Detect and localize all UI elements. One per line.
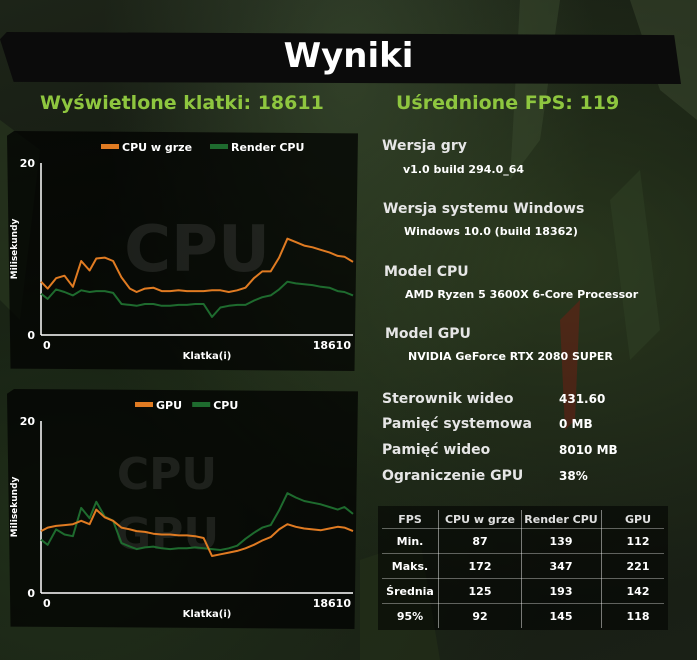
x-axis-label: Klatka(i) [183, 609, 232, 620]
windows-version-label: Wersja systemu Windows [383, 201, 585, 217]
x-axis-label: Klatka(i) [183, 351, 232, 362]
average-fps-stat: Uśrednione FPS: 119 [396, 92, 620, 114]
table-cell: 142 [626, 585, 650, 598]
table-cell: 347 [549, 560, 573, 573]
table-header: Render CPU [524, 513, 598, 526]
table-row-label: Średnia [386, 585, 434, 598]
chart-legend: GPU CPU [135, 399, 238, 412]
gpu-chart-panel: GPU CPU CPU GPU 20 0 0 18610 Klatka(i) Milisekund… [7, 389, 358, 629]
y-tick-label: 20 [20, 415, 36, 428]
table-cell: 125 [468, 585, 492, 598]
title-bar [0, 32, 681, 84]
fps-table [378, 506, 668, 630]
video-driver-label: Sterownik wideo [382, 391, 514, 407]
table-header: FPS [398, 513, 422, 526]
table-row-label: Maks. [391, 560, 429, 573]
chart-legend: CPU w grze Render CPU [101, 141, 304, 154]
legend-swatch [192, 402, 211, 407]
x-tick-label: 18610 [313, 339, 352, 352]
legend-label: Render CPU [231, 141, 304, 154]
video-memory-label: Pamięć wideo [382, 442, 491, 458]
table-cell: 221 [626, 560, 650, 573]
y-axis-label: Milisekundy [10, 218, 20, 279]
legend-swatch [210, 144, 228, 149]
table-cell: 118 [626, 610, 650, 623]
gpu-model-value: NVIDIA GeForce RTX 2080 SUPER [408, 350, 613, 363]
page-title: Wyniki [283, 36, 414, 76]
gpu-bound-label: Ograniczenie GPU [382, 468, 524, 484]
table-divider [382, 603, 664, 604]
table-row-label: Min. [396, 535, 424, 548]
table-cell: 193 [549, 585, 573, 598]
series-line-gpu [40, 508, 354, 557]
legend-label: CPU w grze [122, 141, 192, 154]
frames-rendered-stat: Wyświetlone klatki: 18611 [40, 92, 324, 114]
legend-swatch [135, 402, 153, 407]
series-line-cpu-w-grze [40, 237, 354, 293]
series-line-render-cpu [40, 280, 354, 318]
table-cell: 87 [472, 535, 488, 548]
table-divider [601, 510, 602, 628]
chart-watermark: CPU [117, 449, 217, 500]
cpu-chart-panel: CPU w grze Render CPU CPU 20 0 0 18610 Klatka(i… [7, 131, 358, 371]
y-tick-label: 20 [20, 157, 36, 170]
table-cell: 172 [468, 560, 492, 573]
table-cell: 145 [549, 610, 573, 623]
table-row-label: 95% [396, 610, 424, 623]
table-cell: 112 [626, 535, 650, 548]
game-version-value: v1.0 build 294.0_64 [403, 163, 525, 176]
gpu-bound-value: 38% [559, 469, 588, 483]
video-memory-value: 8010 MB [559, 443, 618, 457]
table-header: GPU [624, 513, 652, 526]
table-divider [382, 553, 664, 554]
y-tick-label: 0 [27, 329, 35, 342]
series-line-cpu [40, 492, 354, 551]
table-divider [382, 578, 664, 579]
windows-version-value: Windows 10.0 (build 18362) [404, 225, 578, 238]
x-tick-label: 18610 [313, 597, 352, 610]
y-tick-label: 0 [27, 587, 35, 600]
table-divider [521, 510, 522, 628]
legend-label: GPU [156, 399, 182, 412]
cpu-model-value: AMD Ryzen 5 3600X 6-Core Processor [405, 288, 639, 301]
x-tick-label: 0 [43, 597, 51, 610]
y-axis-label: Milisekundy [10, 476, 20, 537]
system-memory-value: 0 MB [559, 417, 593, 431]
legend-swatch [101, 144, 119, 149]
table-cell: 139 [549, 535, 573, 548]
table-header: CPU w grze [444, 513, 516, 526]
table-divider [382, 528, 664, 529]
table-divider [438, 510, 439, 628]
system-memory-label: Pamięć systemowa [382, 416, 532, 432]
cpu-frame-time-chart: CPU w grze Render CPU CPU 20 00 18610 Klatka(i… [10, 141, 354, 362]
x-tick-label: 0 [43, 339, 51, 352]
legend-label: CPU [213, 399, 238, 412]
gpu-model-label: Model GPU [385, 326, 471, 342]
table-cell: 92 [472, 610, 488, 623]
cpu-model-label: Model CPU [384, 264, 469, 280]
chart-watermark: CPU [124, 213, 270, 287]
game-version-label: Wersja gry [382, 138, 467, 154]
video-driver-value: 431.60 [559, 392, 606, 406]
